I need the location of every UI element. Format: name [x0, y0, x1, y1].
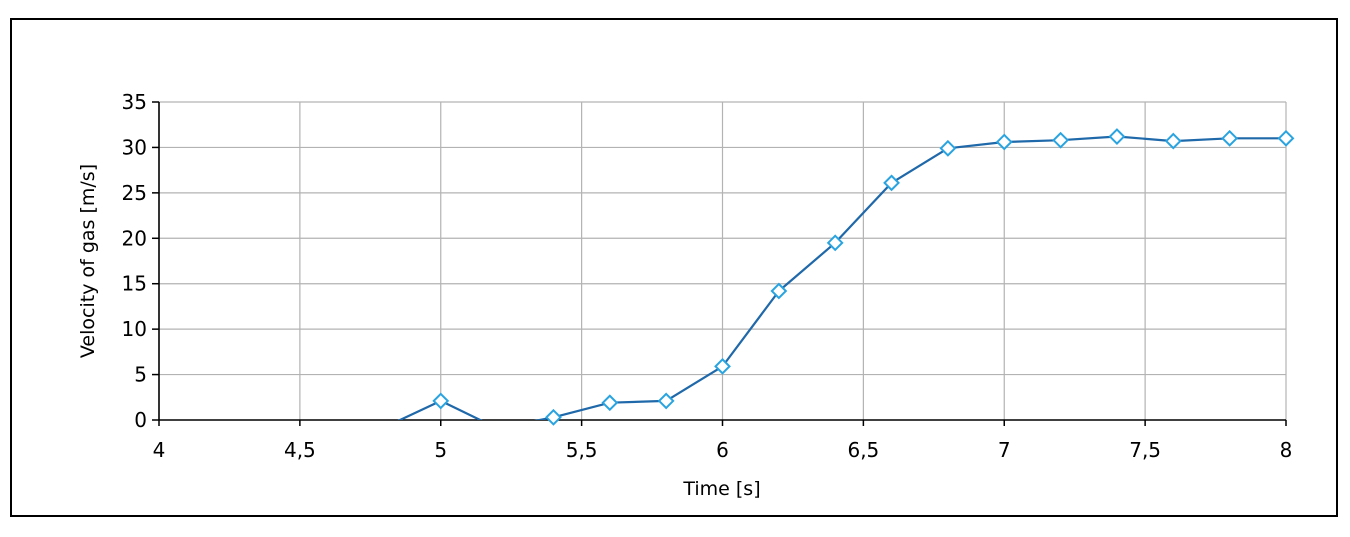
y-tick-label: 30 [122, 135, 147, 159]
grid-lines [159, 101, 1287, 420]
data-point-marker [1164, 132, 1182, 150]
y-axis-title: Velocity of gas [m/s] [77, 164, 99, 358]
data-point-marker [545, 408, 562, 426]
data-point-marker [1108, 128, 1126, 145]
y-tick-label: 20 [122, 226, 147, 250]
y-tick-label: 25 [122, 181, 147, 205]
chart-frame: 4 4,5 5 5,5 6 6,5 7 7,5 8 0 5 10 15 20 25 30 35 Time [s]… [10, 18, 1338, 517]
y-tick-label: 35 [122, 90, 147, 114]
data-point-marker [995, 133, 1013, 151]
x-tick-label: 8 [1280, 438, 1293, 462]
data-point-marker [1221, 129, 1239, 147]
x-tick-label: 5 [434, 438, 447, 462]
data-point-marker [770, 282, 788, 300]
data-series [397, 128, 1295, 426]
data-point-marker [432, 392, 450, 410]
series-line [397, 135, 1286, 420]
x-tick-label: 6 [716, 438, 729, 462]
y-tick-label: 0 [134, 408, 147, 432]
data-point-marker [883, 174, 900, 192]
x-tick-label: 4 [153, 438, 166, 462]
data-point-marker [1277, 129, 1295, 147]
data-point-marker [939, 139, 957, 157]
x-tick-label: 7 [998, 438, 1011, 462]
x-tick-label: 6,5 [847, 438, 879, 462]
y-tick-label: 5 [134, 363, 147, 387]
data-point-marker [657, 392, 675, 410]
data-point-marker [826, 234, 844, 252]
data-point-marker [714, 357, 731, 375]
x-axis-title: Time [s] [682, 478, 760, 500]
y-tick-label: 15 [122, 272, 147, 296]
tick-labels: 4 4,5 5 5,5 6 6,5 7 7,5 8 0 5 10 15 20 25 30 35 [122, 90, 1293, 462]
axes [152, 101, 1287, 426]
x-tick-label: 7,5 [1129, 438, 1161, 462]
y-tick-label: 10 [122, 317, 147, 341]
data-point-marker [1052, 131, 1070, 149]
x-tick-label: 4,5 [284, 438, 316, 462]
velocity-chart: 4 4,5 5 5,5 6 6,5 7 7,5 8 0 5 10 15 20 25 30 35 Time [s]… [77, 90, 1295, 500]
data-point-marker [601, 394, 619, 412]
x-tick-label: 5,5 [566, 438, 598, 462]
